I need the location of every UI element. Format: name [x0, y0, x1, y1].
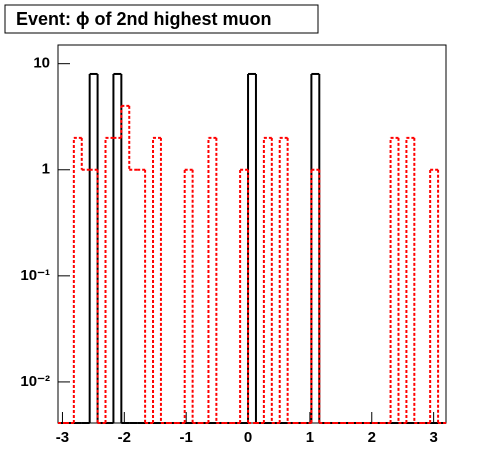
- frame: [57, 44, 447, 424]
- x-tick-label: 0: [244, 429, 252, 446]
- title-box: [4, 4, 319, 34]
- x-tick-label: 2: [368, 429, 376, 446]
- x-tick-label: -1: [180, 429, 193, 446]
- y-tick-label: 10: [33, 55, 50, 72]
- y-tick-label: 1: [42, 161, 50, 178]
- y-tick-label: 10⁻²: [20, 373, 50, 390]
- x-tick-label: -2: [118, 429, 131, 446]
- x-tick-label: 3: [429, 429, 437, 446]
- x-tick-label: -3: [56, 429, 69, 446]
- chart-title: Event: ϕ of 2nd highest muon: [16, 9, 272, 29]
- y-tick-label: 10⁻¹: [20, 267, 50, 284]
- x-tick-label: 1: [306, 429, 314, 446]
